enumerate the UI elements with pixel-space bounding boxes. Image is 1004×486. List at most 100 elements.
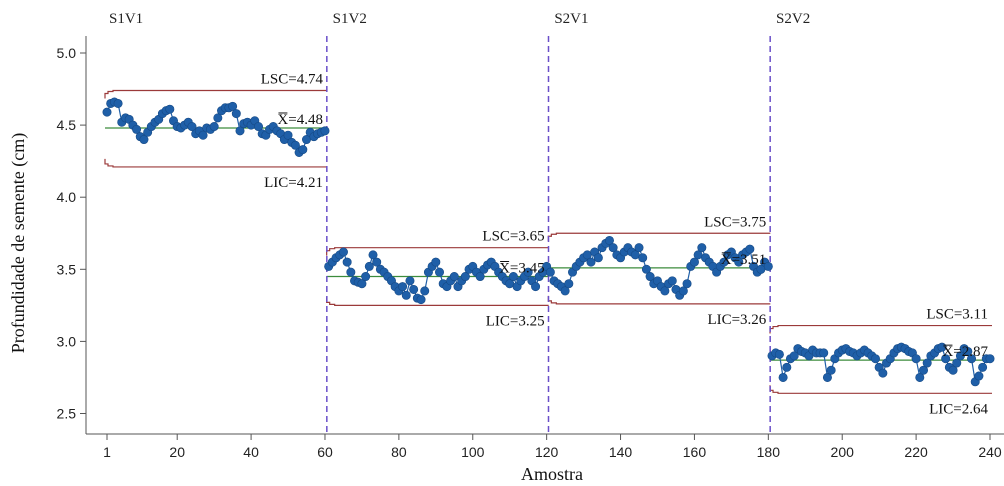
- data-point: [102, 107, 112, 117]
- upper-control-limit: [769, 324, 992, 334]
- data-point: [231, 109, 241, 119]
- x-tick-label: 100: [461, 444, 485, 460]
- mean-label: X=2.87: [942, 344, 988, 360]
- upper-control-limit: [104, 89, 327, 99]
- data-point: [604, 235, 614, 245]
- data-series: [102, 97, 995, 387]
- data-point: [667, 276, 677, 286]
- axis-ticks: 2.53.03.54.04.55.01 20 40 60 80 100 120 140 160 1…: [57, 45, 1002, 460]
- stage-dividers: [326, 36, 771, 434]
- x-tick-label: 240: [978, 444, 1002, 460]
- x-tick-label: 140: [609, 444, 633, 460]
- data-point: [364, 261, 374, 271]
- data-point: [213, 113, 223, 123]
- lic-label: LIC=4.21: [264, 175, 323, 191]
- stage-label: S2V1: [554, 11, 588, 27]
- data-point: [409, 284, 419, 294]
- data-point: [198, 130, 208, 140]
- data-point: [290, 140, 300, 150]
- data-point: [641, 264, 651, 274]
- data-point: [678, 286, 688, 296]
- data-point: [985, 354, 995, 364]
- x-tick-label: 40: [243, 444, 259, 460]
- data-point: [682, 279, 692, 289]
- data-point: [645, 272, 655, 282]
- data-point: [298, 145, 308, 155]
- data-point: [955, 351, 965, 361]
- data-point: [774, 349, 784, 359]
- data-point: [593, 253, 603, 263]
- data-point: [560, 286, 570, 296]
- lsc-label: LSC=3.65: [482, 229, 544, 245]
- y-tick-label: 2.5: [57, 406, 77, 422]
- data-point: [405, 276, 415, 286]
- data-point: [416, 295, 426, 305]
- data-point: [235, 126, 245, 136]
- data-point: [941, 354, 951, 364]
- lower-control-limit: [547, 295, 771, 305]
- data-point: [922, 358, 932, 368]
- data-point: [918, 365, 928, 375]
- lower-control-limit: [104, 158, 327, 168]
- data-point: [338, 247, 348, 257]
- data-point: [139, 135, 149, 145]
- data-point: [915, 372, 925, 382]
- data-point: [545, 267, 555, 277]
- upper-control-limit: [547, 232, 771, 242]
- stage-label: S1V1: [109, 11, 143, 27]
- data-point: [398, 282, 408, 292]
- data-point: [789, 351, 799, 361]
- x-tick-label: 160: [683, 444, 707, 460]
- lic-label: LIC=3.25: [486, 313, 545, 329]
- data-point: [209, 122, 219, 132]
- x-tick-label: 1: [103, 444, 111, 460]
- x-tick-label: 60: [317, 444, 333, 460]
- stage-label: S2V2: [776, 11, 810, 27]
- data-point: [978, 362, 988, 372]
- x-tick-label: 220: [904, 444, 928, 460]
- data-point: [187, 122, 197, 132]
- data-point: [911, 354, 921, 364]
- y-tick-label: 4.5: [57, 117, 77, 133]
- data-point: [320, 126, 330, 136]
- data-point: [638, 253, 648, 263]
- data-point: [342, 257, 352, 267]
- data-point: [963, 346, 973, 356]
- data-point: [113, 98, 123, 108]
- upper-control-limit: [326, 247, 549, 256]
- data-point: [870, 354, 880, 364]
- data-point: [431, 257, 441, 267]
- y-tick-label: 5.0: [57, 45, 77, 61]
- data-point: [967, 354, 977, 364]
- mean-label: X=4.48: [277, 112, 323, 128]
- lic-label: LIC=3.26: [707, 312, 766, 328]
- data-point: [778, 372, 788, 382]
- x-tick-label: 200: [831, 444, 855, 460]
- x-tick-label: 180: [757, 444, 781, 460]
- data-point: [283, 130, 293, 140]
- data-point: [634, 243, 644, 253]
- data-point: [401, 290, 411, 300]
- lower-control-limit: [769, 385, 992, 394]
- limit-labels: S1V1 LSC=4.74 LIC=4.21 X=4.48 S1V2 LSC=3.65 LI…: [109, 11, 988, 417]
- data-point: [689, 257, 699, 267]
- y-tick-label: 3.0: [57, 333, 77, 349]
- mean-label: X=3.45: [499, 261, 545, 277]
- data-point: [822, 372, 832, 382]
- data-point: [357, 279, 367, 289]
- data-point: [346, 267, 356, 277]
- lic-label: LIC=2.64: [929, 401, 988, 417]
- lsc-label: LSC=4.74: [261, 71, 324, 87]
- lower-control-limit: [326, 297, 549, 306]
- data-point: [420, 286, 430, 296]
- data-point: [435, 267, 445, 277]
- data-point: [974, 371, 984, 381]
- data-point: [608, 243, 618, 253]
- data-point: [165, 104, 175, 114]
- data-point: [586, 257, 596, 267]
- data-point: [878, 368, 888, 378]
- y-axis-title: Profundidade de semente (cm): [8, 133, 29, 353]
- data-point: [660, 286, 670, 296]
- data-point: [368, 250, 378, 260]
